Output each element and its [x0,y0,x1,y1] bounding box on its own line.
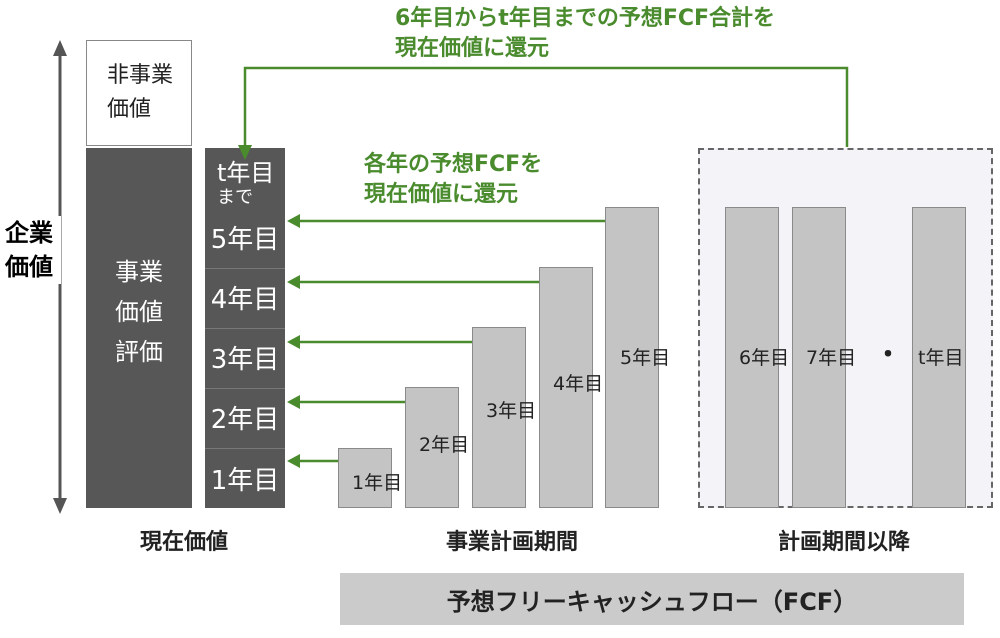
post-bar-label-7: 7年目 [806,347,857,369]
category-post-plan-period: 計画期間以降 [778,530,911,555]
stack-cell-5th-year: 5年目 [205,208,285,266]
stack-cell-t-year: t年目 まで [217,159,275,208]
stack-cell-1st-year: 1年目 [205,448,285,508]
plan-bar-year-2 [405,387,459,508]
fcf-banner: 予想フリーキャッシュフロー（FCF） [340,573,964,625]
plan-bar-label-3: 3年目 [486,400,537,422]
plan-bar-label-2: 2年目 [419,434,470,456]
post-bar-year-7 [792,207,846,508]
stack-cell-2nd-year: 2年目 [205,388,285,446]
annotation-per-year: 各年の予想FCFを 現在価値に還元 [364,152,543,207]
post-bar-year-6 [725,207,779,508]
plan-bar-label-4: 4年目 [553,373,604,395]
non-business-value-box: 非事業 価値 [86,40,192,146]
plan-bar-label-5: 5年目 [620,347,671,369]
post-bar-label-6: 6年目 [739,347,790,369]
enterprise-value-label: 企業 価値 [5,216,61,284]
plan-bar-label-1: 1年目 [352,472,403,494]
present-value-stack: t年目 まで 5年目 4年目 3年目 2年目 1年目 [205,148,285,508]
category-present-value: 現在価値 [140,530,229,555]
annotation-post-plan: 6年目からt年目までの予想FCF合計を 現在価値に還元 [395,6,776,61]
category-plan-period: 事業計画期間 [446,530,579,555]
post-bar-label-t: t年目 [918,347,964,369]
plan-bar-year-4 [539,267,593,508]
plan-bar-year-3 [472,327,526,508]
post-bar-year-t [912,207,966,508]
plan-bar-year-5 [605,207,659,508]
stack-cell-4th-year: 4年目 [205,268,285,326]
stack-cell-3rd-year: 3年目 [205,328,285,386]
business-value-evaluation-box: 事業 価値 評価 [86,148,192,508]
arrow-post-to-present [243,66,849,150]
plan-bar-year-1 [338,448,392,508]
ellipsis-dot: ・ [875,340,902,370]
